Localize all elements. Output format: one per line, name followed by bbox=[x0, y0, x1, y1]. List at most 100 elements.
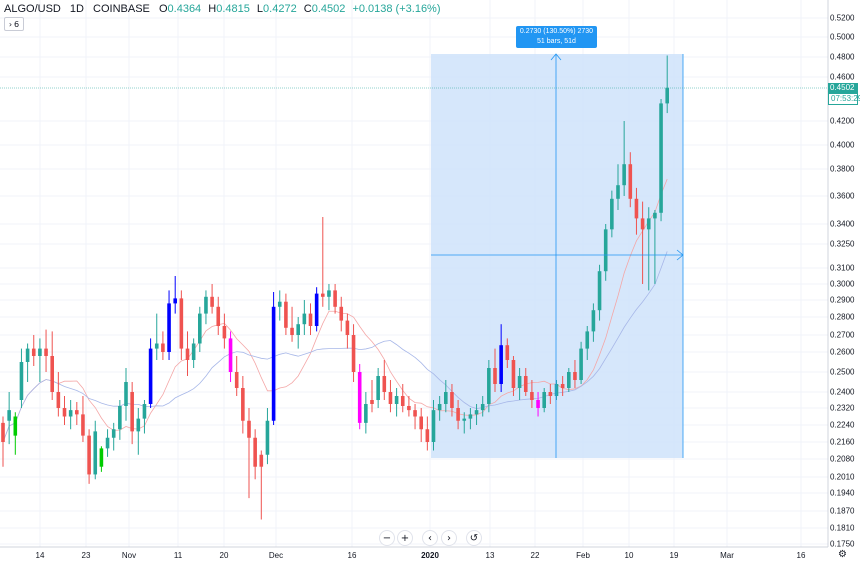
candle-body bbox=[222, 326, 227, 339]
candle-body bbox=[610, 198, 614, 230]
candle-body bbox=[548, 392, 553, 396]
symbol-name[interactable]: ALGO/USD bbox=[4, 3, 61, 15]
candle-body bbox=[296, 324, 300, 335]
candle bbox=[530, 380, 534, 408]
candle bbox=[25, 343, 30, 382]
candle bbox=[118, 400, 122, 440]
high-label: H bbox=[208, 3, 217, 15]
interval[interactable]: 1D bbox=[69, 3, 84, 15]
candle bbox=[437, 396, 442, 421]
candle bbox=[222, 313, 227, 349]
candle bbox=[99, 446, 104, 472]
candle bbox=[216, 296, 221, 335]
candle-body bbox=[603, 229, 608, 272]
time-tick-label: 19 bbox=[669, 551, 679, 560]
candle-body bbox=[259, 454, 264, 467]
candle bbox=[474, 404, 479, 425]
indicators-toggle[interactable]: › 6 bbox=[4, 17, 24, 31]
candle-body bbox=[68, 410, 73, 417]
candle-body bbox=[44, 348, 48, 356]
candle-body bbox=[130, 392, 134, 432]
price-tick-label: 0.2010 bbox=[830, 472, 855, 482]
candle-body bbox=[93, 431, 98, 475]
candle-body bbox=[277, 301, 282, 307]
candle bbox=[321, 217, 325, 307]
reset-chart-button[interactable]: ↺ bbox=[466, 530, 482, 546]
price-tick-label: 0.3100 bbox=[830, 263, 855, 273]
close-value: 0.4502 bbox=[311, 3, 346, 15]
candle-body bbox=[154, 343, 159, 349]
candle bbox=[31, 335, 36, 366]
zoom-in-button[interactable]: + bbox=[397, 530, 413, 546]
candle bbox=[345, 313, 350, 349]
candle-body bbox=[81, 414, 85, 436]
candle-body bbox=[124, 382, 128, 406]
candle-body bbox=[450, 392, 454, 408]
candle-body bbox=[665, 87, 669, 104]
candle-body bbox=[179, 298, 184, 349]
candle-body bbox=[407, 406, 411, 411]
candle-body bbox=[7, 410, 11, 421]
candle-body bbox=[511, 360, 516, 388]
scroll-right-button[interactable]: › bbox=[441, 530, 457, 546]
time-tick-label: 16 bbox=[347, 551, 357, 560]
candle bbox=[597, 264, 602, 321]
candle-body bbox=[161, 343, 165, 352]
time-tick-label: 10 bbox=[624, 551, 634, 560]
candle bbox=[81, 396, 85, 442]
candle-body bbox=[542, 392, 546, 408]
candle bbox=[579, 341, 583, 384]
candle bbox=[265, 408, 270, 465]
candle bbox=[542, 388, 546, 413]
candle-body bbox=[462, 418, 467, 421]
exchange: COINBASE bbox=[93, 3, 150, 15]
candle bbox=[376, 368, 380, 408]
candle bbox=[573, 360, 577, 388]
scroll-left-button[interactable]: ‹ bbox=[422, 530, 438, 546]
price-tick-label: 0.5000 bbox=[830, 32, 855, 42]
candle bbox=[634, 187, 639, 235]
candle-body bbox=[234, 372, 239, 388]
candle bbox=[560, 376, 565, 396]
candle-body bbox=[19, 362, 24, 400]
candle bbox=[388, 380, 393, 413]
candle bbox=[185, 331, 190, 376]
candle bbox=[161, 331, 165, 360]
time-tick-label: 20 bbox=[219, 551, 229, 560]
candle bbox=[19, 348, 24, 408]
candle bbox=[493, 348, 497, 392]
candle bbox=[456, 400, 460, 430]
time-tick-label: Dec bbox=[268, 551, 284, 560]
time-tick-label: Mar bbox=[720, 551, 734, 560]
candle bbox=[130, 382, 134, 445]
last-price-badge: 0.4502 bbox=[828, 83, 858, 93]
candle bbox=[234, 356, 239, 396]
price-tick-label: 0.2900 bbox=[830, 295, 855, 305]
candle-body bbox=[622, 164, 626, 186]
candle bbox=[400, 384, 405, 413]
candle-body bbox=[597, 271, 602, 311]
time-tick-label: 22 bbox=[530, 551, 540, 560]
candle bbox=[622, 121, 626, 196]
candle bbox=[511, 356, 516, 396]
candle-body bbox=[308, 313, 313, 326]
candle bbox=[87, 429, 91, 484]
candle bbox=[444, 380, 448, 413]
gear-icon[interactable]: ⚙ bbox=[838, 549, 847, 560]
candle bbox=[124, 368, 128, 421]
candle-body bbox=[62, 408, 67, 417]
zoom-out-button[interactable]: − bbox=[379, 530, 395, 546]
candle-body bbox=[646, 218, 651, 230]
indicator-count: 6 bbox=[14, 19, 20, 29]
time-tick-label: 11 bbox=[173, 551, 183, 560]
candle-body bbox=[413, 410, 417, 417]
candle-body bbox=[659, 103, 663, 213]
candle bbox=[142, 400, 147, 434]
candle-body bbox=[173, 298, 177, 304]
candle bbox=[247, 408, 251, 499]
candle bbox=[585, 326, 590, 360]
candle-body bbox=[314, 293, 319, 326]
candle bbox=[154, 313, 159, 360]
candle-body bbox=[437, 404, 442, 411]
